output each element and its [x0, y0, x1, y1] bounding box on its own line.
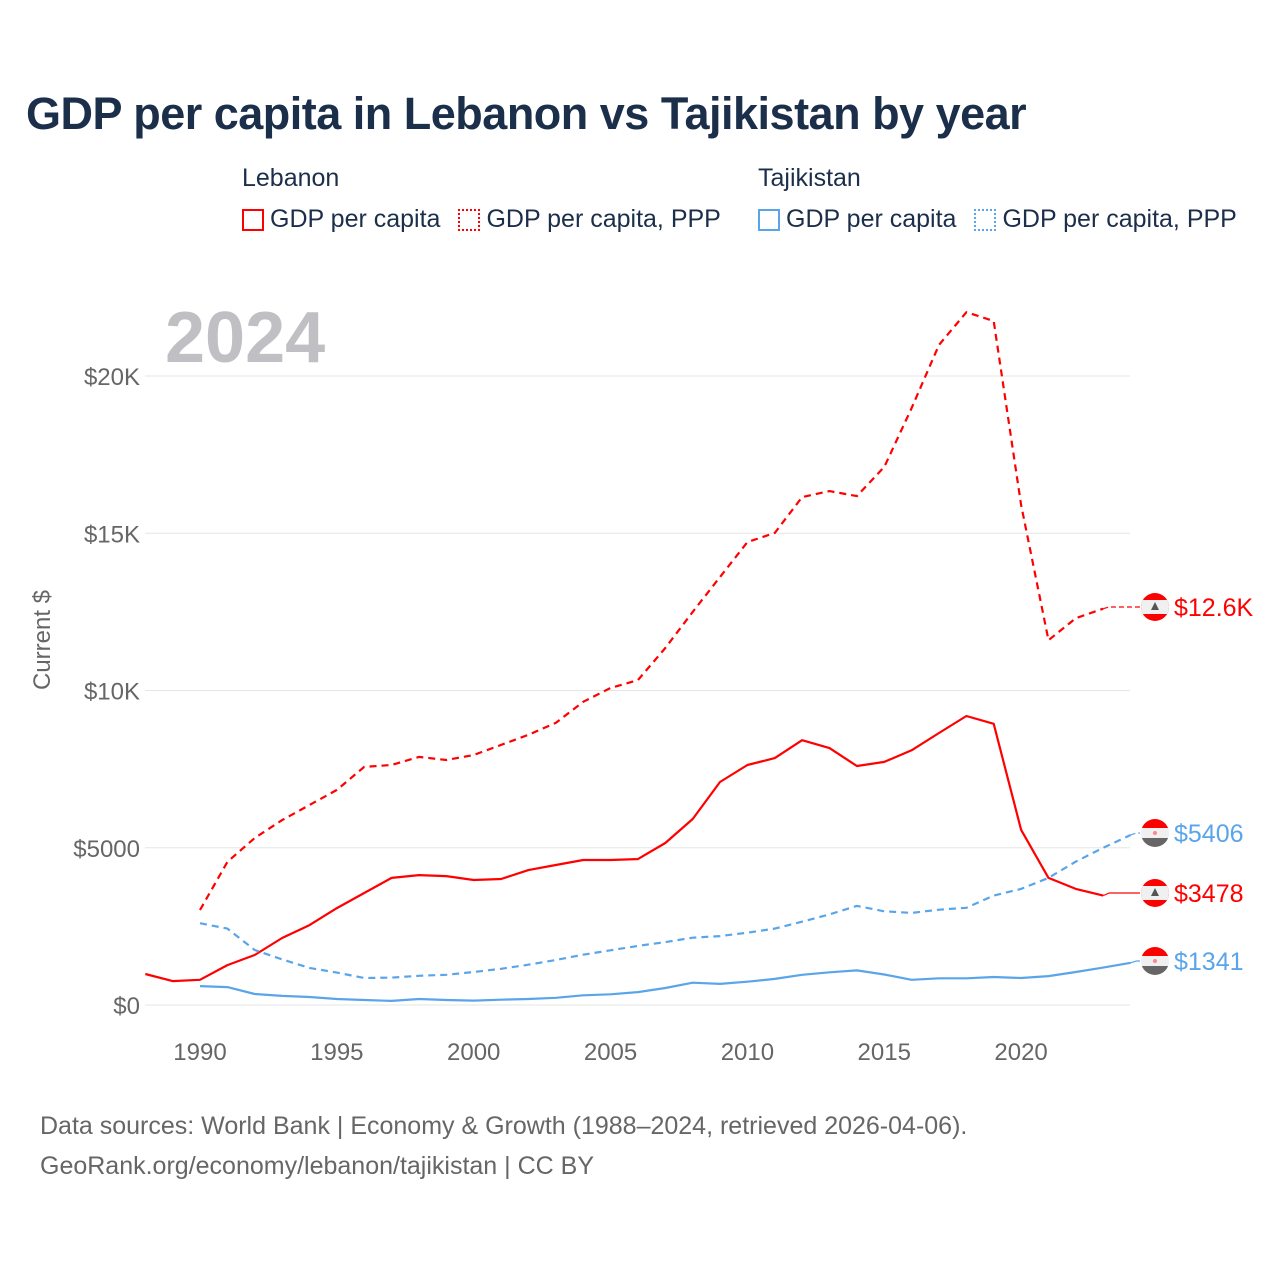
- legend-label: GDP per capita: [270, 205, 441, 233]
- legend-swatch-dotted: [458, 208, 481, 231]
- y-tick-label: $15K: [84, 521, 140, 548]
- end-value-label: $12.6K: [1174, 594, 1254, 622]
- y-tick-label: $5000: [73, 836, 140, 863]
- x-tick-label: 1995: [310, 1039, 363, 1066]
- y-tick-label: $0: [113, 993, 140, 1020]
- legend-item[interactable]: GDP per capita, PPP: [974, 205, 1237, 234]
- legend-heading: Tajikistan: [758, 164, 861, 192]
- series-line: [145, 714, 1104, 983]
- tajikistan-flag-icon: [1141, 947, 1169, 975]
- y-axis-label: Current $: [29, 590, 56, 690]
- x-tick-label: 2005: [584, 1039, 637, 1066]
- year-watermark: 2024: [165, 298, 325, 378]
- legend-heading: Lebanon: [242, 164, 340, 192]
- tajikistan-flag-icon: [1141, 819, 1169, 847]
- lebanon-flag-icon: [1141, 593, 1169, 621]
- legend-item[interactable]: GDP per capita: [758, 205, 956, 234]
- y-tick-label: $20K: [84, 364, 140, 391]
- end-label-connector: [1103, 606, 1140, 610]
- legend-group-lebanon: Lebanon GDP per capita GDP per capita, P…: [242, 164, 721, 234]
- lebanon-flag-icon: [1141, 879, 1169, 907]
- x-tick-label: 2015: [858, 1039, 911, 1066]
- end-label-connector: [1130, 960, 1140, 964]
- data-source-text: Data sources: World Bank | Economy & Gro…: [40, 1112, 968, 1140]
- series-line: [199, 311, 1104, 911]
- legend-item[interactable]: GDP per capita, PPP: [458, 205, 721, 234]
- end-label-connector: [1102, 892, 1140, 897]
- chart-title: GDP per capita in Lebanon vs Tajikistan …: [26, 88, 1027, 139]
- legend-item[interactable]: GDP per capita: [242, 205, 440, 234]
- x-tick-label: 2010: [721, 1039, 774, 1066]
- legend-label: GDP per capita: [786, 205, 957, 233]
- end-value-label: $3478: [1174, 880, 1244, 908]
- series-line: [199, 834, 1132, 980]
- series-line: [199, 961, 1131, 1003]
- legend-label: GDP per capita, PPP: [486, 205, 721, 233]
- footer: Data sources: World Bank | Economy & Gro…: [40, 1106, 967, 1186]
- x-tick-label: 2000: [447, 1039, 500, 1066]
- y-tick-label: $10K: [84, 679, 140, 706]
- legend-swatch-solid: [242, 208, 264, 231]
- legend-swatch-dotted: [974, 208, 997, 231]
- end-value-label: $1341: [1174, 948, 1244, 976]
- legend-label: GDP per capita, PPP: [1002, 205, 1237, 233]
- end-value-label: $5406: [1174, 820, 1244, 848]
- x-tick-label: 1990: [173, 1039, 226, 1066]
- legend-swatch-solid: [758, 208, 780, 231]
- x-tick-label: 2020: [994, 1039, 1047, 1066]
- legend-group-tajikistan: Tajikistan GDP per capita GDP per capita…: [758, 164, 1237, 234]
- attribution-text: GeoRank.org/economy/lebanon/tajikistan |…: [40, 1152, 595, 1180]
- end-label-connector: [1130, 832, 1140, 836]
